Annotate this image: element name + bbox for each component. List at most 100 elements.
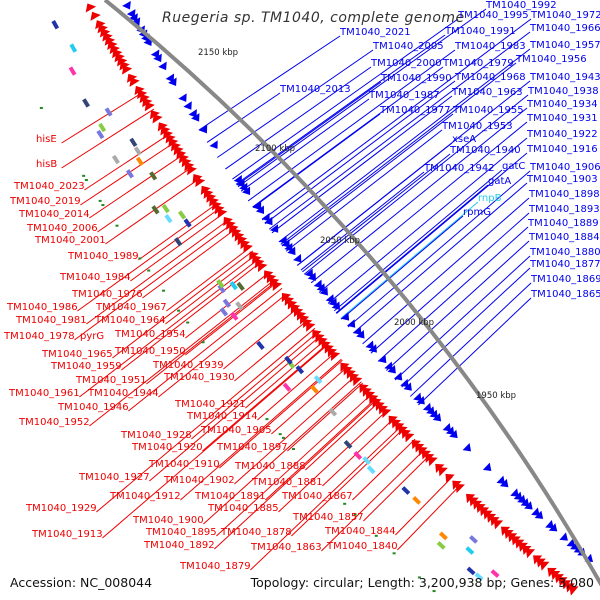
gene-label[interactable]: TM1040_2013 — [280, 84, 351, 95]
gene-label[interactable]: TM1040_1857 — [293, 512, 364, 523]
gene-label[interactable]: xseA — [452, 134, 477, 145]
gene-label[interactable]: TM1040_1987 — [369, 90, 440, 101]
gene-label[interactable]: TM1040_1968 — [455, 72, 526, 83]
gene-label[interactable]: TM1040_1944 — [88, 388, 159, 399]
gene-label[interactable]: pyrG — [80, 331, 105, 342]
gene-label[interactable]: TM1040_1976 — [72, 289, 143, 300]
gene-label[interactable]: TM1040_1891 — [195, 491, 266, 502]
gene-label[interactable]: TM1040_1946 — [58, 402, 129, 413]
gene-label[interactable]: TM1040_1922 — [527, 129, 598, 140]
gene-label[interactable]: TM1040_1983 — [455, 41, 526, 52]
gene-label[interactable]: hisB — [36, 159, 58, 170]
gene-label[interactable]: TM1040_2006 — [27, 223, 98, 234]
gene-label[interactable]: TM1040_1878 — [221, 527, 292, 538]
gene-label[interactable]: TM1040_2000 — [371, 58, 442, 69]
gene-label[interactable]: TM1040_1912 — [110, 491, 181, 502]
gene-label[interactable]: TM1040_1880 — [530, 247, 600, 258]
reverse-gene-arrow — [257, 262, 268, 273]
gene-label[interactable]: TM1040_1930 — [164, 372, 235, 383]
gene-label[interactable]: TM1040_1840 — [327, 541, 398, 552]
gene-label[interactable]: TM1040_1989 — [68, 251, 139, 262]
gene-label[interactable]: TM1040_1991 — [445, 26, 516, 37]
gene-label[interactable]: TM1040_1916 — [527, 144, 598, 155]
gene-label[interactable]: TM1040_1863 — [251, 542, 322, 553]
gene-label[interactable]: TM1040_1902 — [164, 475, 235, 486]
gene-label[interactable]: TM1040_1942 — [424, 163, 495, 174]
gene-label[interactable]: TM1040_1967 — [96, 302, 167, 313]
gene-label[interactable]: gatC — [502, 161, 526, 172]
gene-label[interactable]: TM1040_1929 — [26, 503, 97, 514]
gene-label[interactable]: TM1040_1900 — [133, 515, 204, 526]
gene-label[interactable]: TM1040_1977 — [380, 105, 451, 116]
gene-label[interactable]: TM1040_1986 — [7, 302, 78, 313]
gene-label[interactable]: TM1040_1957 — [530, 40, 600, 51]
gene-label[interactable]: TM1040_1984 — [60, 272, 131, 283]
gene-label[interactable]: TM1040_1938 — [528, 86, 599, 97]
gene-label[interactable]: TM1040_1888 — [235, 461, 306, 472]
reverse-gene-arrow — [240, 239, 251, 250]
gene-label[interactable]: gatA — [488, 176, 512, 187]
gene-label[interactable]: TM1040_1931 — [527, 113, 598, 124]
gene-label[interactable]: TM1040_1927 — [79, 472, 150, 483]
gene-label[interactable]: TM1040_1844 — [325, 526, 396, 537]
gene-label[interactable]: TM1040_2005 — [373, 41, 444, 52]
gene-label[interactable]: TM1040_1869 — [531, 274, 600, 285]
gene-label[interactable]: TM1040_1978 — [4, 331, 75, 342]
gene-label[interactable]: TM1040_1943 — [530, 72, 600, 83]
gene-label[interactable]: TM1040_1952 — [19, 417, 90, 428]
gene-label[interactable]: TM1040_2014 — [19, 209, 90, 220]
gene-label[interactable]: TM1040_1964 — [95, 315, 166, 326]
gene-label[interactable]: TM1040_1906 — [530, 162, 600, 173]
gene-label[interactable]: TM1040_1877 — [530, 259, 600, 270]
gene-label[interactable]: TM1040_1893 — [529, 204, 600, 215]
gene-label[interactable]: TM1040_1934 — [527, 99, 598, 110]
gene-label[interactable]: TM1040_2023 — [14, 181, 85, 192]
gene-label[interactable]: TM1040_1979 — [443, 58, 514, 69]
gene-label[interactable]: TM1040_1992 — [486, 0, 557, 11]
gene-label[interactable]: TM1040_1898 — [529, 189, 600, 200]
gene-label[interactable]: TM1040_1951 — [76, 375, 147, 386]
gene-label[interactable]: TM1040_1955 — [453, 105, 524, 116]
gene-label[interactable]: TM1040_1990 — [381, 73, 452, 84]
gene-label[interactable]: TM1040_2019 — [10, 196, 81, 207]
gene-label[interactable]: TM1040_1981 — [16, 315, 87, 326]
leader-line — [318, 121, 528, 293]
gene-label[interactable]: TM1040_1965 — [42, 349, 113, 360]
gene-label[interactable]: TM1040_1884 — [529, 232, 600, 243]
gene-label[interactable]: TM1040_1972 — [531, 10, 600, 21]
gene-label[interactable]: TM1040_1954 — [115, 329, 186, 340]
gene-label[interactable]: TM1040_1920 — [132, 442, 203, 453]
gene-label[interactable]: TM1040_1963 — [452, 87, 523, 98]
gene-label[interactable]: TM1040_1903 — [527, 174, 598, 185]
gene-label[interactable]: TM1040_1953 — [442, 121, 513, 132]
gene-label[interactable]: TM1040_1889 — [528, 218, 599, 229]
gene-label[interactable]: TM1040_1895 — [146, 527, 217, 538]
gene-label[interactable]: TM1040_1913 — [32, 529, 103, 540]
gene-label[interactable]: TM1040_1950 — [115, 346, 186, 357]
gene-label[interactable]: TM1040_1885 — [208, 503, 279, 514]
gene-label[interactable]: TM1040_1928 — [121, 430, 192, 441]
gene-label[interactable]: hisE — [36, 134, 57, 145]
gene-label[interactable]: TM1040_1914 — [187, 411, 258, 422]
gene-label[interactable]: TM1040_1897 — [217, 442, 288, 453]
gene-label[interactable]: TM1040_1966 — [530, 23, 600, 34]
gene-label[interactable]: TM1040_1910 — [149, 459, 220, 470]
gene-label[interactable]: rnpB — [478, 193, 502, 204]
gene-label[interactable]: TM1040_1892 — [144, 540, 215, 551]
gene-label[interactable]: TM1040_2001 — [35, 235, 106, 246]
gene-label[interactable]: rpmG — [463, 207, 491, 218]
gene-label[interactable]: TM1040_2021 — [340, 27, 411, 38]
gene-label[interactable]: TM1040_1959 — [51, 361, 122, 372]
gene-label[interactable]: TM1040_1905 — [201, 425, 272, 436]
gene-label[interactable]: TM1040_1867 — [282, 491, 353, 502]
gene-label[interactable]: TM1040_1956 — [516, 54, 587, 65]
gene-label[interactable]: TM1040_1921 — [175, 399, 246, 410]
gene-label[interactable]: TM1040_1961 — [9, 388, 80, 399]
gene-label[interactable]: TM1040_1940 — [450, 145, 521, 156]
gene-label[interactable]: TM1040_1995 — [458, 10, 529, 21]
gene-label[interactable]: TM1040_1939 — [153, 360, 224, 371]
reverse-gene-arrow — [362, 387, 372, 397]
gene-label[interactable]: TM1040_1879 — [180, 561, 251, 572]
gene-label[interactable]: TM1040_1865 — [531, 289, 600, 300]
gene-label[interactable]: TM1040_1881 — [252, 477, 323, 488]
